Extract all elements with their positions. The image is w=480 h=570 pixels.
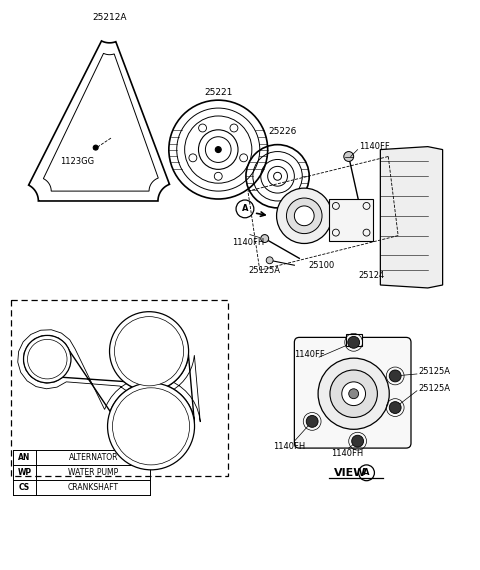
Text: CS: CS [19, 483, 30, 492]
Circle shape [276, 188, 332, 243]
Text: 1140FH: 1140FH [273, 442, 306, 451]
Circle shape [344, 152, 354, 161]
Circle shape [352, 435, 363, 447]
Text: AN: AN [38, 354, 56, 364]
Circle shape [27, 339, 67, 379]
Text: 25124: 25124 [359, 271, 384, 280]
Circle shape [108, 383, 194, 470]
Text: 25212A: 25212A [92, 13, 127, 22]
Text: 25226: 25226 [268, 127, 297, 136]
Text: WATER PUMP: WATER PUMP [68, 468, 119, 477]
Circle shape [266, 257, 273, 264]
Circle shape [93, 145, 98, 150]
Text: 1123GG: 1123GG [60, 157, 94, 166]
Circle shape [348, 336, 360, 348]
Circle shape [330, 370, 377, 417]
Text: 1140FH: 1140FH [232, 238, 264, 247]
Text: WP: WP [17, 468, 32, 477]
Circle shape [287, 198, 322, 234]
Circle shape [112, 388, 190, 465]
Text: 25125A: 25125A [418, 384, 450, 393]
Text: VIEW: VIEW [334, 468, 366, 478]
Circle shape [389, 402, 401, 413]
Circle shape [342, 382, 366, 406]
Bar [11, 300, 228, 476]
Text: 1140FF: 1140FF [359, 142, 389, 151]
Circle shape [294, 206, 314, 226]
Circle shape [216, 146, 221, 153]
Text: CS: CS [142, 420, 160, 433]
Text: 25100: 25100 [308, 260, 334, 270]
Text: 25125A: 25125A [249, 266, 281, 275]
Text: 25125A: 25125A [418, 368, 450, 376]
Polygon shape [380, 146, 443, 288]
FancyBboxPatch shape [294, 337, 411, 448]
Text: 25221: 25221 [204, 88, 232, 97]
Circle shape [389, 370, 401, 382]
Text: WP: WP [138, 345, 160, 358]
Bar [329, 199, 373, 241]
Circle shape [261, 235, 269, 242]
Circle shape [109, 312, 189, 391]
Text: A: A [242, 205, 248, 213]
Text: CRANKSHAFT: CRANKSHAFT [68, 483, 119, 492]
Circle shape [24, 335, 71, 383]
Circle shape [114, 316, 184, 386]
Text: 1140FF: 1140FF [294, 349, 325, 359]
Text: ALTERNATOR: ALTERNATOR [69, 453, 118, 462]
Bar [346, 335, 361, 347]
Text: A: A [363, 469, 370, 477]
Circle shape [306, 416, 318, 428]
Text: AN: AN [18, 453, 31, 462]
Circle shape [349, 389, 359, 398]
Circle shape [318, 358, 389, 429]
Text: 1140FH: 1140FH [331, 449, 363, 458]
